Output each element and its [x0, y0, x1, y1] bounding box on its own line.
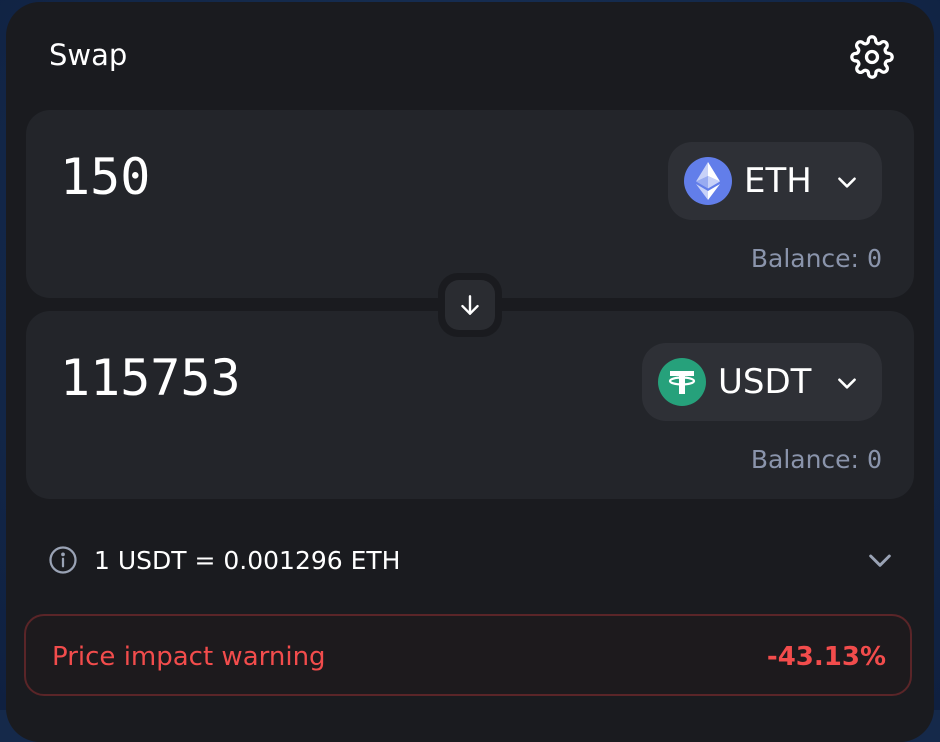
- price-impact-warning: Price impact warning -43.13%: [24, 614, 912, 696]
- swap-direction-container: [438, 273, 502, 337]
- from-balance-value: 0: [866, 244, 882, 273]
- tether-icon: [658, 358, 706, 406]
- to-amount-input[interactable]: [60, 349, 480, 407]
- chevron-down-icon[interactable]: [864, 544, 896, 576]
- to-balance-label: Balance:: [750, 445, 859, 474]
- chevron-down-icon: [838, 378, 856, 389]
- swap-direction-button[interactable]: [445, 280, 495, 330]
- chevron-down-icon: [838, 177, 856, 188]
- to-balance-value: 0: [866, 445, 882, 474]
- exchange-rate-text: 1 USDT = 0.001296 ETH: [94, 545, 401, 575]
- gear-icon[interactable]: [850, 35, 894, 79]
- info-icon: [49, 546, 77, 574]
- to-token-selector[interactable]: USDT: [642, 343, 882, 421]
- from-amount-input[interactable]: [60, 148, 480, 206]
- price-impact-value: -43.13%: [766, 642, 886, 672]
- from-token-selector[interactable]: ETH: [668, 142, 882, 220]
- to-token-symbol: USDT: [718, 362, 812, 402]
- exchange-rate-row[interactable]: 1 USDT = 0.001296 ETH: [48, 540, 896, 580]
- arrow-down-icon: [461, 295, 479, 315]
- from-panel: ETH Balance: 0: [26, 110, 914, 298]
- ethereum-icon: [684, 157, 732, 205]
- to-balance: Balance: 0: [751, 445, 882, 474]
- swap-card: Swap ETH: [6, 2, 934, 742]
- from-balance: Balance: 0: [751, 244, 882, 273]
- page-title: Swap: [49, 38, 128, 72]
- to-panel: USDT Balance: 0: [26, 311, 914, 499]
- from-balance-label: Balance:: [750, 244, 859, 273]
- from-token-symbol: ETH: [744, 161, 812, 201]
- price-impact-label: Price impact warning: [52, 642, 326, 672]
